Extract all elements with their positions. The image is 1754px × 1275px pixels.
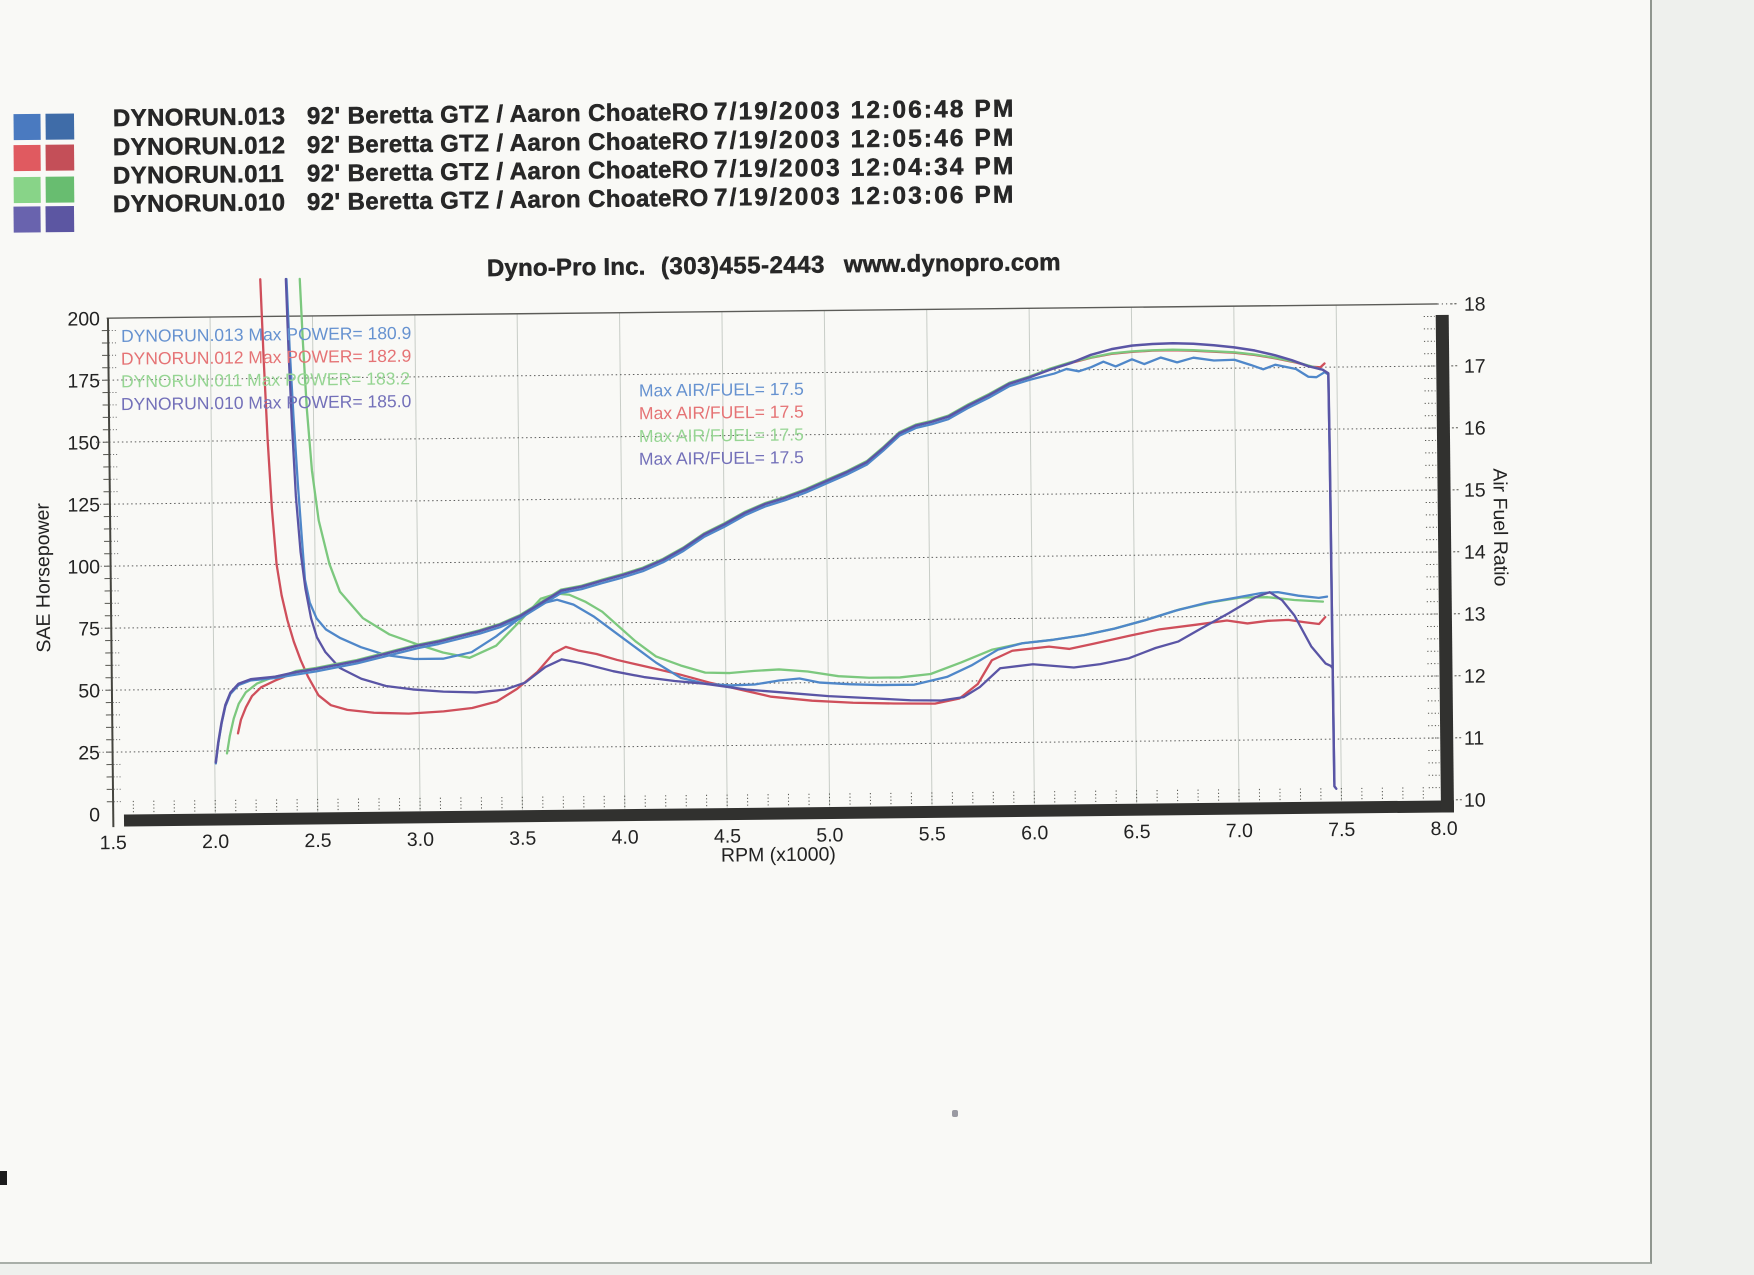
svg-text:10: 10: [1464, 790, 1486, 812]
svg-text:18: 18: [1464, 293, 1486, 315]
svg-text:4.0: 4.0: [611, 827, 638, 849]
svg-text:DYNORUN.013 Max POWER= 180.9: DYNORUN.013 Max POWER= 180.9: [121, 323, 412, 346]
svg-text:125: 125: [67, 494, 100, 516]
svg-text:Max AIR/FUEL= 17.5: Max AIR/FUEL= 17.5: [639, 402, 804, 424]
svg-text:2.5: 2.5: [304, 830, 331, 852]
svg-text:92' Beretta GTZ / Aaron Choate: 92' Beretta GTZ / Aaron ChoateRO: [307, 99, 709, 130]
svg-text:RPM (x1000): RPM (x1000): [721, 843, 836, 866]
svg-text:Dyno-Pro Inc.: Dyno-Pro Inc.: [487, 253, 646, 282]
svg-text:5.5: 5.5: [919, 823, 946, 845]
svg-text:92' Beretta GTZ / Aaron Choate: 92' Beretta GTZ / Aaron ChoateRO: [307, 128, 709, 159]
svg-text:4.5: 4.5: [714, 825, 741, 847]
svg-text:150: 150: [67, 432, 100, 454]
svg-text:Max AIR/FUEL= 17.5: Max AIR/FUEL= 17.5: [639, 447, 804, 469]
svg-text:7.5: 7.5: [1328, 819, 1355, 841]
svg-text:100: 100: [67, 556, 100, 578]
svg-text:SAE Horsepower: SAE Horsepower: [32, 502, 56, 652]
svg-text:(303)455-2443: (303)455-2443: [661, 252, 825, 281]
svg-text:17: 17: [1464, 355, 1486, 377]
svg-text:12: 12: [1464, 665, 1486, 687]
svg-text:92' Beretta GTZ / Aaron Choate: 92' Beretta GTZ / Aaron ChoateRO: [307, 156, 709, 187]
svg-text:3.5: 3.5: [509, 828, 536, 850]
svg-text:2.0: 2.0: [202, 831, 229, 853]
svg-text:DYNORUN.011: DYNORUN.011: [113, 161, 284, 190]
svg-text:75: 75: [78, 618, 100, 640]
svg-text:92' Beretta GTZ / Aaron Choate: 92' Beretta GTZ / Aaron ChoateRO: [307, 185, 709, 216]
svg-text:DYNORUN.012: DYNORUN.012: [113, 132, 286, 161]
svg-text:25: 25: [78, 742, 100, 764]
svg-text:Max AIR/FUEL= 17.5: Max AIR/FUEL= 17.5: [639, 379, 804, 401]
svg-text:3.0: 3.0: [407, 829, 434, 851]
svg-text:8.0: 8.0: [1430, 818, 1457, 840]
svg-text:16: 16: [1464, 417, 1486, 439]
svg-text:14: 14: [1464, 541, 1486, 563]
svg-text:DYNORUN.012 Max POWER= 182.9: DYNORUN.012 Max POWER= 182.9: [121, 346, 412, 369]
svg-text:DYNORUN.013: DYNORUN.013: [113, 103, 286, 132]
svg-text:11: 11: [1464, 728, 1484, 750]
svg-text:Air Fuel Ratio: Air Fuel Ratio: [1488, 468, 1511, 587]
svg-text:5.0: 5.0: [816, 824, 843, 846]
svg-text:6.0: 6.0: [1021, 822, 1048, 844]
svg-text:50: 50: [78, 680, 100, 702]
svg-text:175: 175: [67, 370, 100, 392]
svg-text:1.5: 1.5: [100, 832, 127, 854]
svg-text:7/19/2003 12:06:48 PM: 7/19/2003 12:06:48 PM: [714, 95, 1016, 125]
svg-text:www.dynopro.com: www.dynopro.com: [843, 249, 1061, 278]
svg-text:7/19/2003 12:03:06 PM: 7/19/2003 12:03:06 PM: [714, 181, 1016, 211]
svg-text:DYNORUN.011 Max POWER= 183.2: DYNORUN.011 Max POWER= 183.2: [121, 368, 410, 391]
svg-text:200: 200: [67, 308, 100, 330]
svg-text:DYNORUN.010 Max POWER= 185.0: DYNORUN.010 Max POWER= 185.0: [121, 391, 412, 414]
svg-text:7/19/2003 12:05:46 PM: 7/19/2003 12:05:46 PM: [714, 124, 1016, 154]
svg-text:7/19/2003 12:04:34 PM: 7/19/2003 12:04:34 PM: [714, 153, 1016, 183]
svg-text:6.5: 6.5: [1123, 821, 1150, 843]
svg-text:DYNORUN.010: DYNORUN.010: [113, 189, 286, 218]
svg-text:13: 13: [1464, 603, 1486, 625]
svg-text:15: 15: [1464, 479, 1486, 501]
svg-text:7.0: 7.0: [1226, 820, 1253, 842]
svg-text:Max AIR/FUEL= 17.5: Max AIR/FUEL= 17.5: [639, 424, 804, 446]
svg-text:0: 0: [89, 804, 100, 826]
